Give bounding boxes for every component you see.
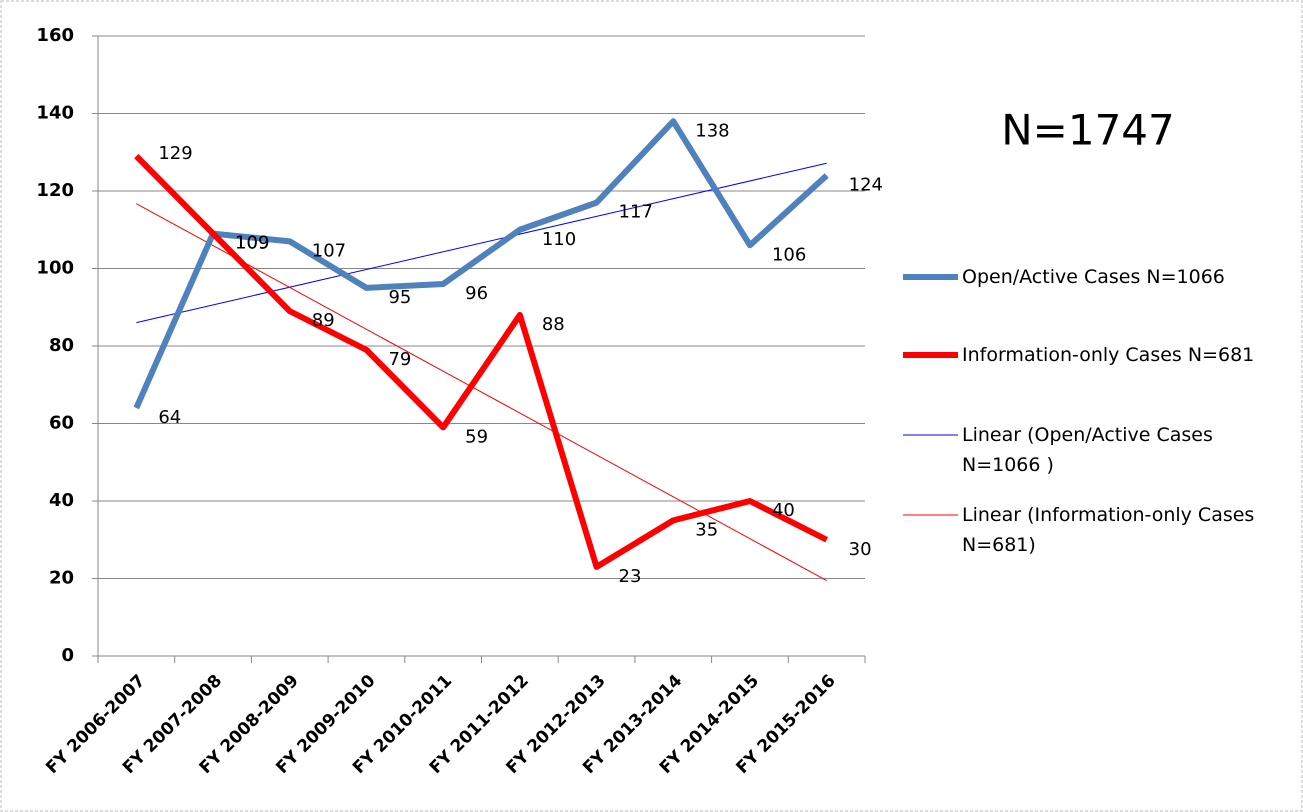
annotation: N=1747: [1001, 106, 1175, 155]
y-tick-label: 160: [36, 25, 74, 46]
data-label: 88: [542, 314, 565, 335]
data-label: 23: [619, 566, 642, 587]
y-tick-label: 20: [49, 568, 74, 589]
y-tick-label: 120: [36, 180, 74, 201]
trendline: [136, 203, 827, 581]
legend-label: Information-only Cases N=681: [962, 344, 1255, 366]
series-line: [133, 118, 829, 410]
data-label: 124: [849, 175, 883, 196]
data-label: 95: [388, 287, 411, 308]
data-label: 89: [312, 310, 335, 331]
data-label: 40: [772, 500, 795, 521]
data-label: 138: [695, 120, 729, 141]
trendline: [136, 162, 827, 324]
data-label: 30: [849, 539, 872, 560]
data-label: 106: [772, 244, 806, 265]
legend-label: Open/Active Cases N=1066: [962, 266, 1225, 288]
y-tick-label: 80: [49, 335, 74, 356]
legend-label: Linear (Open/Active Cases N=1066 ): [962, 424, 1213, 476]
data-label: 110: [542, 229, 576, 250]
data-label: 107: [312, 240, 346, 261]
y-tick-label: 140: [36, 103, 74, 124]
data-label: 129: [158, 143, 192, 164]
y-tick-label: 0: [61, 645, 74, 666]
series-line: [134, 154, 829, 570]
data-label: 109: [235, 233, 269, 254]
y-tick-label: 100: [36, 258, 74, 279]
y-tick-label: 40: [49, 490, 74, 511]
data-label: 79: [388, 349, 411, 370]
data-label: 64: [158, 407, 181, 428]
data-label: 96: [465, 283, 488, 304]
y-tick-label: 60: [49, 413, 74, 434]
data-label: 59: [465, 426, 488, 447]
data-label: 35: [695, 519, 718, 540]
data-label: 117: [619, 202, 653, 223]
legend-label: Linear (Information-only Cases N=681): [962, 504, 1255, 556]
data-label: 109: [235, 233, 269, 254]
